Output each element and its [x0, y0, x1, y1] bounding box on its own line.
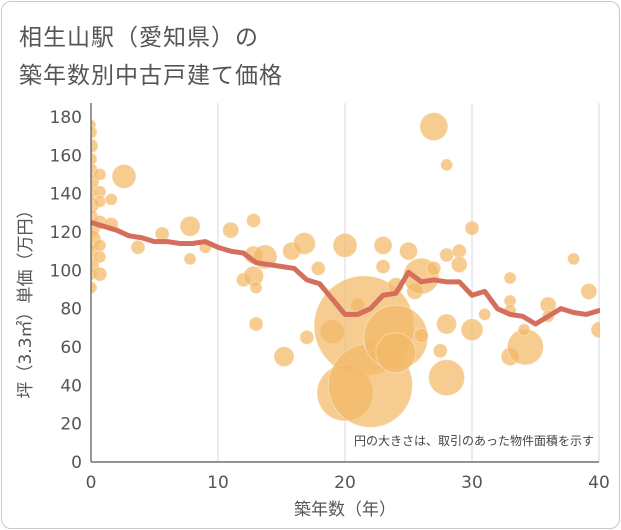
y-tick-label-160: 160 [50, 146, 82, 166]
bubble-65 [428, 359, 466, 397]
y-tick-label-40: 40 [60, 376, 82, 396]
y-tick-label-140: 140 [50, 185, 82, 205]
axes: 0 20 40 60 80 100 120 140 160 180 0 10 20 30 40 [50, 103, 610, 493]
bubble-24 [111, 163, 137, 189]
bubble-14 [91, 281, 98, 295]
bubble-17 [93, 194, 107, 208]
x-tick-label-30: 30 [461, 473, 483, 493]
bubble-55 [399, 241, 418, 261]
bubble-61 [432, 343, 448, 359]
bubble-62 [440, 158, 454, 172]
bubble-32 [246, 213, 262, 228]
bubble-19 [93, 238, 107, 252]
x-tick-label-40: 40 [588, 473, 610, 493]
bubble-43 [332, 232, 358, 258]
bubble-80 [580, 282, 598, 300]
bubble-76 [517, 323, 531, 337]
bubble-27 [179, 215, 201, 237]
bubble-64 [436, 313, 458, 335]
x-tick-label-0: 0 [86, 473, 97, 493]
y-tick-label-180: 180 [50, 108, 82, 128]
bubble-26 [154, 226, 170, 242]
bubble-71 [503, 271, 517, 285]
bubble-58 [413, 328, 429, 343]
chart-title-line-1: 相生山駅（愛知県）の [19, 25, 259, 51]
bubble-1 [91, 125, 98, 139]
y-axis-title: 坪（3.3㎡）単価（万円） [16, 201, 36, 398]
x-axis-title: 築年数（年） [294, 500, 396, 520]
bubble-53 [375, 332, 417, 374]
bubble-25 [130, 239, 146, 255]
bubble-36 [248, 316, 264, 332]
x-tick-label-20: 20 [334, 473, 356, 493]
bubble-20 [93, 250, 107, 264]
bubble-21 [92, 266, 108, 282]
bubble-size-note: 円の大きさは、取引のあった物件面積を示す [354, 433, 594, 448]
bubble-60 [426, 260, 442, 276]
y-tick-label-20: 20 [60, 415, 82, 435]
bubble-41 [299, 329, 315, 345]
bubble-68 [464, 220, 480, 236]
bubble-3 [91, 152, 98, 166]
bubble-63 [439, 247, 455, 263]
bubble-22 [104, 192, 118, 206]
bubble-2 [91, 138, 99, 154]
bubble-59 [419, 112, 449, 142]
bubble-39 [273, 346, 295, 368]
bubble-15 [93, 168, 107, 181]
bubble-42 [310, 260, 326, 276]
bubble-70 [478, 307, 492, 321]
y-tick-label-120: 120 [50, 223, 82, 243]
y-tick-label-60: 60 [60, 338, 82, 358]
bubble-66 [451, 243, 467, 259]
bubble-69 [460, 318, 484, 342]
bubble-81 [590, 321, 600, 339]
bubble-30 [222, 221, 240, 239]
trend-line [91, 219, 600, 327]
trend-series [91, 219, 600, 327]
bubble-series [91, 112, 600, 428]
bubble-35 [249, 281, 263, 295]
y-tick-label-100: 100 [50, 261, 82, 281]
bubble-79 [567, 252, 581, 266]
y-tick-label-0: 0 [71, 453, 82, 473]
x-tick-label-10: 10 [207, 473, 229, 493]
bubble-67 [450, 256, 468, 274]
bubble-50 [373, 235, 393, 255]
chart-title-line-2: 築年数別中古戸建て価格 [19, 63, 283, 89]
bubble-40 [292, 232, 316, 255]
bubble-51 [375, 259, 391, 274]
bubble-28 [183, 252, 197, 266]
y-tick-label-80: 80 [60, 300, 82, 320]
